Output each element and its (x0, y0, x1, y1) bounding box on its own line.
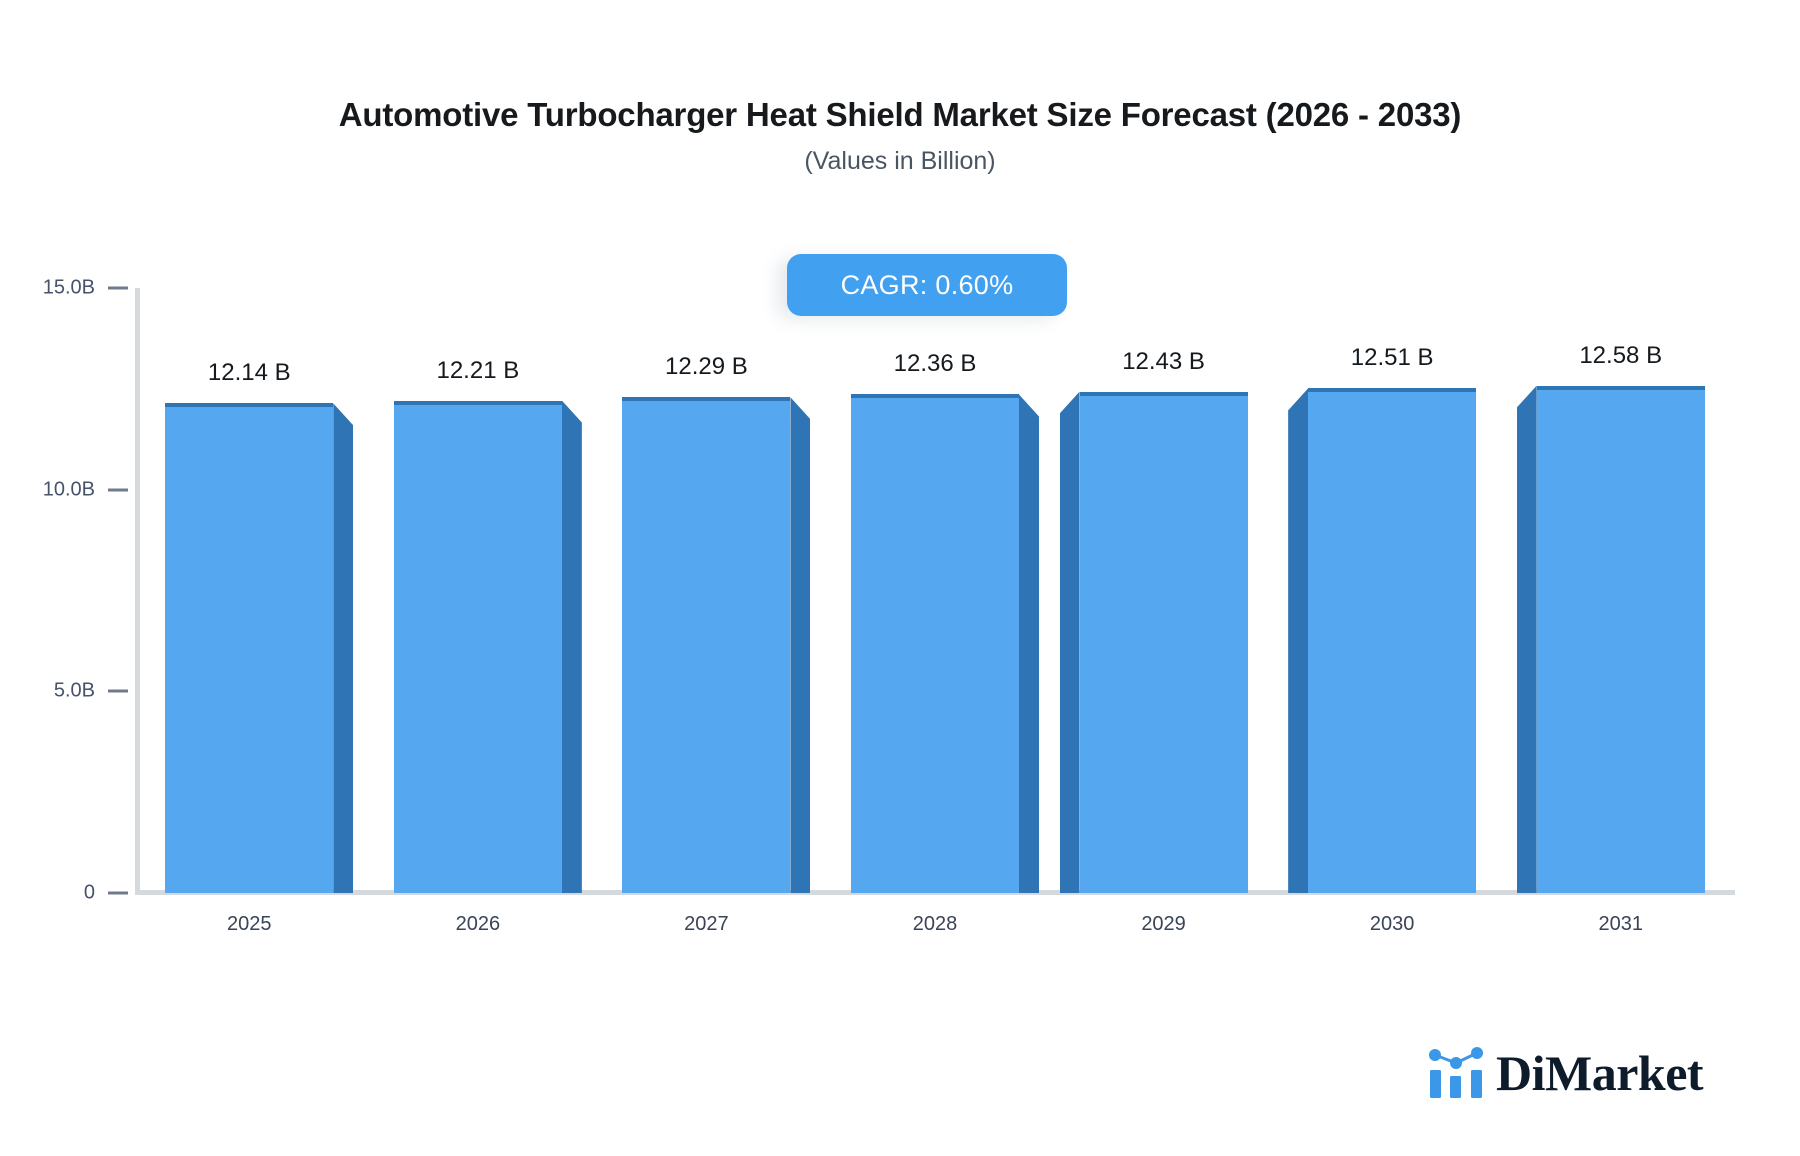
y-axis-tick-mark (108, 488, 128, 492)
bar-3d-side (1019, 394, 1039, 893)
bar-group[interactable]: 12.21 B (393, 356, 582, 893)
bar-value-label: 12.36 B (893, 350, 977, 378)
bar-3d-side (1288, 388, 1309, 893)
bar-2028[interactable] (851, 394, 1019, 893)
bar-value-label: 12.58 B (1579, 341, 1663, 369)
y-axis-line (135, 288, 140, 895)
bar-value-label: 12.14 B (207, 359, 291, 387)
bar-2026[interactable] (393, 400, 562, 893)
bar-value-label: 12.29 B (665, 353, 748, 381)
bar-3d-side (790, 397, 811, 893)
bar-group[interactable]: 12.51 B (1288, 344, 1477, 893)
bar-2027[interactable] (622, 397, 791, 893)
y-axis-tick-mark (108, 286, 128, 290)
bar-2029[interactable] (1079, 391, 1248, 893)
y-axis-tick-mark (108, 689, 128, 693)
bar-value-label: 12.43 B (1122, 347, 1205, 375)
y-axis-tick-label: 0 (83, 881, 95, 904)
bar-value-label: 12.51 B (1350, 344, 1434, 372)
y-axis-tick-label: 15.0B (42, 276, 95, 299)
x-axis-tick-label: 2030 (1369, 913, 1415, 935)
bar-3d-side (1059, 391, 1080, 893)
x-axis-tick-label: 2028 (912, 913, 958, 935)
bar-group[interactable]: 12.14 B (165, 359, 354, 893)
bar-group[interactable]: 12.58 B (1516, 341, 1705, 893)
x-axis-tick-label: 2031 (1598, 913, 1643, 935)
y-axis-tick-mark (108, 891, 128, 895)
bar-value-label: 12.21 B (436, 356, 520, 384)
bar-group[interactable]: 12.29 B (622, 353, 811, 893)
bar-2025[interactable] (165, 403, 334, 893)
chart-subtitle: (Values in Billion) (804, 147, 996, 175)
page-title: Automotive Turbocharger Heat Shield Mark… (338, 96, 1462, 133)
logo-text: DiMarket (1496, 1045, 1704, 1101)
bar-2031[interactable] (1536, 385, 1705, 893)
x-axis-tick-label: 2025 (227, 913, 272, 935)
y-axis-tick-label: 10.0B (42, 478, 95, 501)
cagr-badge-label: CAGR: 0.60% (840, 269, 1014, 300)
cagr-badge: CAGR: 0.60% (787, 254, 1067, 316)
x-axis-tick-label: 2027 (684, 913, 729, 935)
bar-group[interactable]: 12.36 B (851, 350, 1039, 893)
x-axis-tick-label: 2026 (455, 913, 501, 935)
y-axis-tick-label: 5.0B (53, 679, 95, 702)
bar-3d-side (1516, 385, 1537, 893)
bar-3d-side (561, 400, 582, 893)
x-axis-tick-label: 2029 (1141, 913, 1186, 935)
bar-chart-logo-icon (1429, 1047, 1483, 1098)
logo: DiMarket (1428, 1045, 1704, 1101)
bar-group[interactable]: 12.43 B (1059, 347, 1248, 893)
bar-2030[interactable] (1308, 388, 1477, 893)
bar-3d-side (333, 403, 354, 893)
